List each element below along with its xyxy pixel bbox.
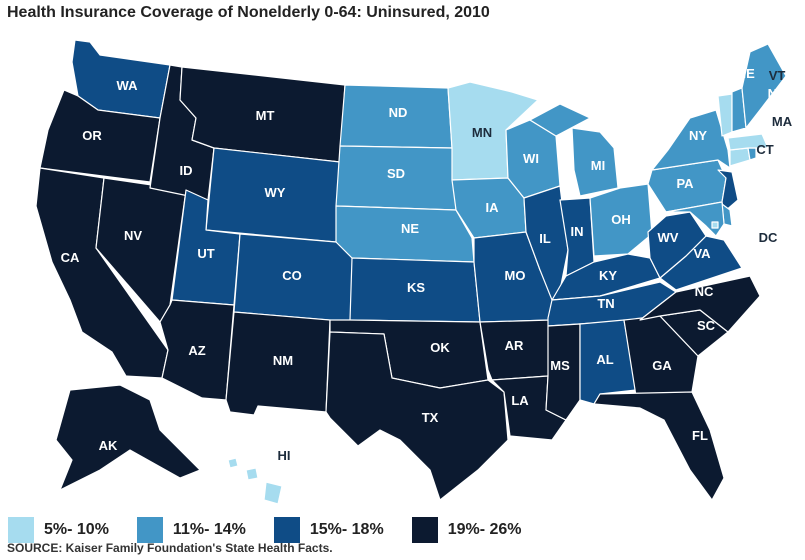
state-wv: [647, 211, 707, 279]
state-label-wv: WV: [658, 230, 679, 245]
state-label-ms: MS: [550, 358, 570, 373]
state-label-ny: NY: [689, 128, 707, 143]
state-label-in: IN: [571, 224, 584, 239]
state-fl: [593, 391, 725, 501]
state-mi: [529, 103, 619, 197]
state-label-ri: RI: [776, 131, 789, 146]
state-label-tn: TN: [597, 296, 614, 311]
state-label-wa: WA: [117, 78, 139, 93]
state-label-ia: IA: [486, 200, 500, 215]
state-label-mo: MO: [505, 268, 526, 283]
state-label-de: DE: [751, 193, 769, 208]
state-label-ma: MA: [772, 114, 793, 129]
legend-swatch: [8, 517, 34, 543]
state-label-ok: OK: [430, 340, 450, 355]
legend-item: 5%- 10%: [8, 517, 109, 543]
state-md: [665, 201, 725, 237]
legend-label: 15%- 18%: [309, 521, 384, 538]
state-label-ks: KS: [407, 280, 425, 295]
state-label-dc: DC: [759, 230, 778, 245]
state-ky: [551, 253, 661, 301]
state-label-ky: KY: [599, 268, 617, 283]
state-label-ak: AK: [99, 438, 118, 453]
state-label-nj: NJ: [737, 174, 754, 189]
us-map: WA OR CA NV ID MT WY UT AZ CO NM ND SD NE KS OK TX MN IA MO…: [35, 39, 793, 505]
state-me: [741, 43, 787, 129]
state-tx: [325, 331, 509, 501]
state-label-tx: TX: [422, 410, 439, 425]
state-label-nc: NC: [695, 284, 714, 299]
legend-swatch: [136, 517, 163, 543]
state-label-mi: MI: [591, 158, 605, 173]
state-label-fl: FL: [692, 428, 708, 443]
state-label-pa: PA: [676, 176, 694, 191]
state-ct: [729, 147, 751, 167]
state-label-nd: ND: [389, 105, 408, 120]
state-ri: [747, 147, 757, 161]
state-label-hi: HI: [278, 448, 291, 463]
legend-swatch: [273, 517, 300, 543]
state-ak: [55, 384, 201, 491]
state-nc: [639, 275, 761, 333]
state-label-sc: SC: [697, 318, 716, 333]
state-label-nv: NV: [124, 228, 142, 243]
state-label-ar: AR: [505, 338, 524, 353]
legend-label: 11%- 14%: [172, 521, 246, 538]
state-label-wy: WY: [265, 185, 286, 200]
legend-item: 11%- 14%: [136, 517, 246, 543]
state-label-il: IL: [539, 231, 551, 246]
state-label-ca: CA: [61, 250, 80, 265]
state-dc: [711, 221, 719, 229]
legend-label: 5%- 10%: [44, 521, 109, 538]
state-ma: [727, 133, 769, 151]
state-label-nm: NM: [273, 353, 293, 368]
state-label-or: OR: [82, 128, 102, 143]
legend-label: 19%- 26%: [447, 521, 522, 538]
state-hi: [227, 457, 283, 505]
state-label-va: VA: [693, 246, 711, 261]
state-label-ne: NE: [401, 221, 419, 236]
state-label-wi: WI: [523, 151, 539, 166]
legend-item: 19%- 26%: [411, 517, 522, 543]
state-label-al: AL: [596, 352, 613, 367]
state-label-co: CO: [282, 268, 302, 283]
state-label-ct: CT: [756, 142, 773, 157]
state-label-la: LA: [511, 393, 529, 408]
state-label-nh: NH: [768, 86, 787, 101]
state-label-mn: MN: [472, 125, 492, 140]
state-label-az: AZ: [188, 343, 205, 358]
state-label-sd: SD: [387, 166, 405, 181]
map-title: Health Insurance Coverage of Nonelderly …: [7, 4, 490, 21]
state-label-md: MD: [755, 213, 775, 228]
state-label-ga: GA: [652, 358, 672, 373]
state-label-ut: UT: [197, 246, 214, 261]
legend: 5%- 10% 11%- 14% 15%- 18% 19%- 26%: [8, 517, 550, 543]
source-note: SOURCE: Kaiser Family Foundation's State…: [7, 541, 333, 555]
state-label-oh: OH: [611, 212, 631, 227]
state-label-me: ME: [735, 66, 755, 81]
legend-item: 15%- 18%: [273, 517, 384, 543]
state-label-id: ID: [180, 163, 193, 178]
state-label-vt: VT: [769, 68, 786, 83]
legend-swatch: [411, 517, 438, 543]
state-label-mt: MT: [256, 108, 275, 123]
